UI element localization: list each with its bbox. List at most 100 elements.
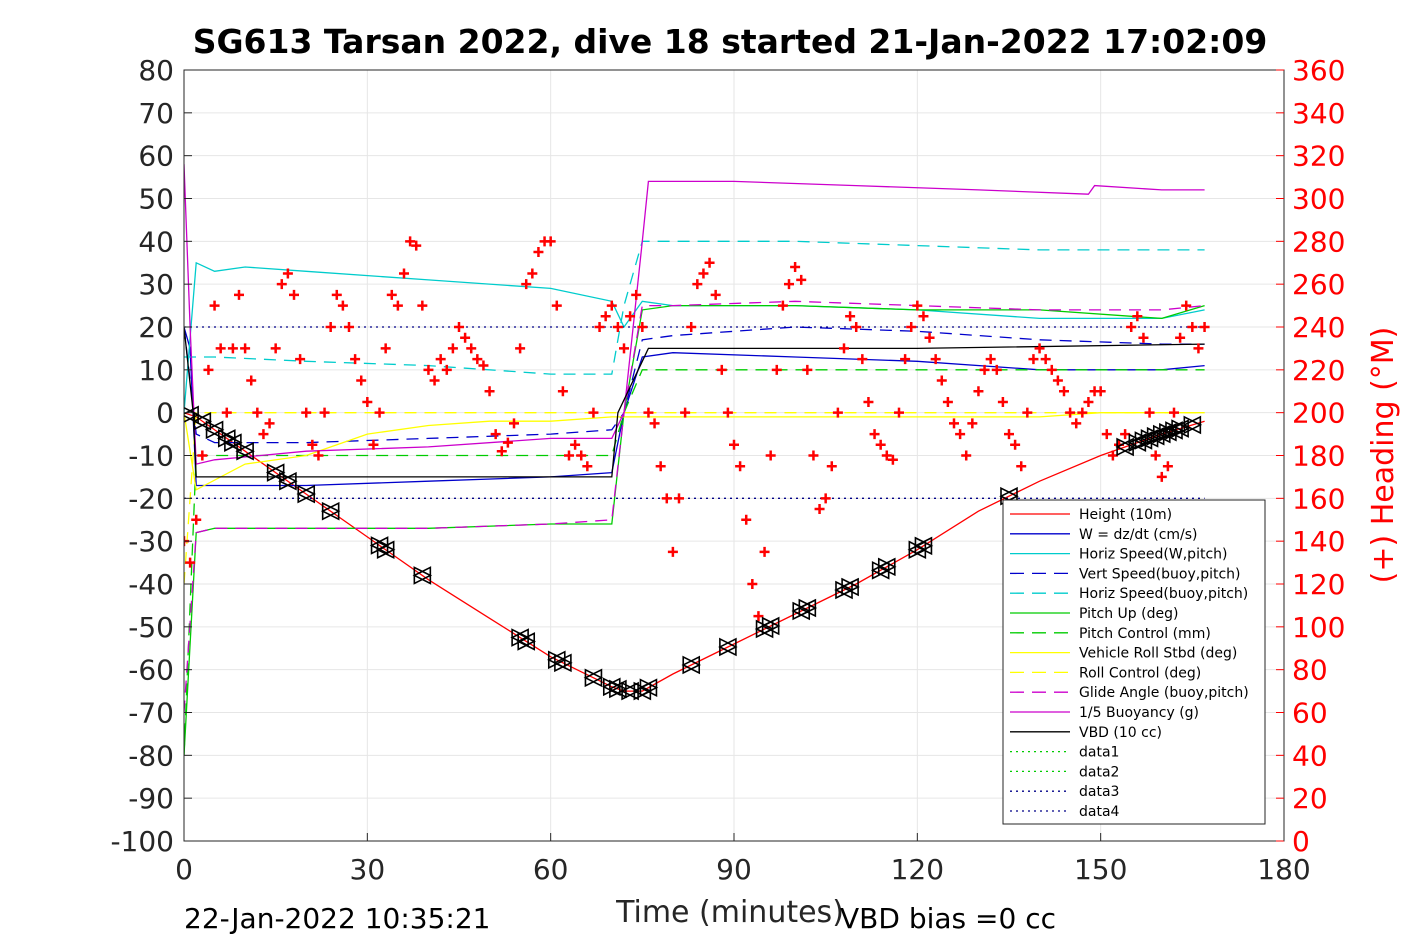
heading-point <box>887 454 898 465</box>
heading-point <box>820 493 831 504</box>
legend-label: data3 <box>1079 784 1119 800</box>
heading-point <box>1046 364 1057 375</box>
y2-tick-label: 300 <box>1292 183 1345 216</box>
legend-label: Roll Control (deg) <box>1079 665 1201 681</box>
heading-point <box>698 268 709 279</box>
y2-tick-label: 360 <box>1292 54 1345 87</box>
heading-point <box>362 396 373 407</box>
series-line <box>184 261 1205 413</box>
heading-point <box>594 322 605 332</box>
heading-point <box>429 375 440 386</box>
y2-tick-label: 160 <box>1292 482 1345 515</box>
heading-point <box>1144 407 1155 418</box>
track-marker <box>235 441 254 461</box>
heading-point <box>1132 311 1143 322</box>
track-marker <box>583 668 603 688</box>
y2-tick-label: 180 <box>1292 440 1345 473</box>
heading-point <box>435 354 446 365</box>
legend-label: Glide Angle (buoy,pitch) <box>1079 685 1249 701</box>
heading-point <box>1022 407 1033 418</box>
footer-vbd-bias: VBD bias =0 cc <box>840 902 1056 935</box>
heading-point <box>1004 429 1014 440</box>
y2-tick-label: 320 <box>1292 140 1345 173</box>
x-tick-label: 90 <box>716 853 752 886</box>
track-marker <box>913 536 933 556</box>
heading-point <box>227 343 238 354</box>
track-marker <box>1158 422 1177 442</box>
legend-label: Horiz Speed(W,pitch) <box>1079 547 1227 563</box>
chart-title: SG613 Tarsan 2022, dive 18 started 21-Ja… <box>193 22 1268 61</box>
heading-point <box>619 343 629 354</box>
track-marker <box>681 655 701 675</box>
heading-point <box>264 418 275 429</box>
heading-point <box>765 450 776 461</box>
heading-point <box>368 439 379 450</box>
track-marker <box>223 433 242 452</box>
heading-point <box>1034 343 1045 354</box>
y2-tick-label: 120 <box>1292 568 1345 601</box>
y2-tick-label: 20 <box>1292 782 1328 815</box>
heading-point <box>796 274 807 285</box>
x-tick-label: 150 <box>1074 853 1127 886</box>
y2-tick-label: 80 <box>1292 654 1328 687</box>
heading-point <box>209 300 220 311</box>
heading-point <box>716 364 727 375</box>
heading-point <box>881 450 892 461</box>
heading-point <box>863 396 874 407</box>
y-tick-label: -20 <box>128 482 174 515</box>
y-axis-right: 3603403203002802602402202001801601401201… <box>1276 54 1345 858</box>
track-marker <box>1182 415 1202 435</box>
legend-label: data1 <box>1079 745 1119 761</box>
heading-point <box>869 429 880 440</box>
y-tick-label: 30 <box>138 268 174 301</box>
y-tick-label: 10 <box>138 354 174 387</box>
heading-point <box>496 446 507 457</box>
heading-point <box>1126 322 1137 332</box>
track-marker <box>412 566 432 585</box>
heading-point <box>790 262 801 273</box>
heading-point <box>344 322 354 332</box>
heading-point <box>918 311 929 322</box>
heading-point <box>1169 407 1179 418</box>
y-tick-label: 40 <box>138 225 174 258</box>
heading-point <box>478 360 489 371</box>
heading-point <box>350 354 361 365</box>
heading-point <box>509 418 519 429</box>
x-tick-label: 0 <box>175 853 193 886</box>
y2-tick-label: 40 <box>1292 739 1328 772</box>
y2-tick-label: 100 <box>1292 611 1345 644</box>
heading-point <box>741 514 752 525</box>
heading-point <box>625 311 636 322</box>
track-marker <box>278 471 297 491</box>
y-axis-left: 80 70 60 50 40 30 20 10 0 -10 -20 -30 -40 -50 -60 -70 -8… <box>110 54 192 858</box>
legend-label: Horiz Speed(buoy,pitch) <box>1079 586 1248 602</box>
heading-point <box>631 289 642 300</box>
heading-point <box>240 343 251 354</box>
track-marker <box>553 653 572 673</box>
track-marker <box>638 678 658 697</box>
heading-point <box>1156 471 1167 482</box>
heading-point <box>331 289 342 300</box>
track-marker <box>265 463 285 482</box>
heading-point <box>1095 386 1106 397</box>
heading-point <box>1107 450 1118 461</box>
heading-point <box>985 354 996 365</box>
heading-point <box>729 439 739 450</box>
heading-point <box>1150 450 1161 461</box>
heading-point <box>1016 461 1027 472</box>
heading-point <box>545 236 556 247</box>
heading-point <box>692 279 703 290</box>
heading-point <box>936 375 947 386</box>
x-axis-label: Time (minutes) <box>615 895 844 930</box>
heading-point <box>680 407 691 418</box>
y-tick-label: -80 <box>128 739 174 772</box>
heading-point <box>704 257 715 268</box>
x-tick-label: 60 <box>533 853 569 886</box>
track-marker <box>620 681 639 701</box>
legend-label: data4 <box>1079 804 1120 820</box>
heading-point <box>839 343 849 354</box>
heading-point <box>832 407 843 418</box>
series-line <box>184 240 1205 375</box>
track-marker <box>1164 421 1183 440</box>
heading-point <box>973 386 984 397</box>
